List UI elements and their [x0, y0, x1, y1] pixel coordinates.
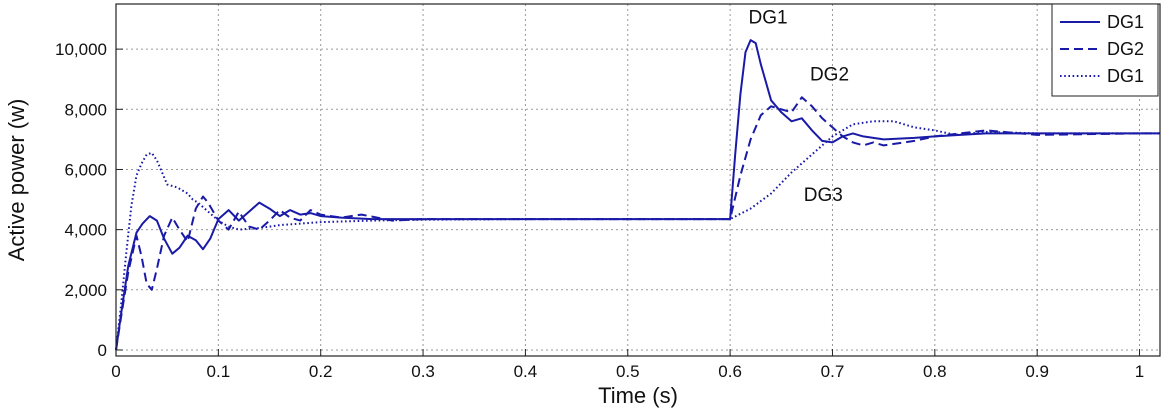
x-axis-ticks: 0 0.1 0.2 0.3 0.4 0.5 0.6 0.7 0.8 0.9 1	[111, 349, 1144, 381]
x-tick-label: 0.9	[1025, 362, 1049, 381]
y-tick-label: 2,000	[64, 281, 107, 300]
x-tick-label: 0.7	[821, 362, 845, 381]
y-tick-label: 10,000	[55, 40, 107, 59]
x-tick-label: 0.5	[616, 362, 640, 381]
y-tick-label: 0	[98, 341, 107, 360]
annotation-label: DG1	[749, 8, 788, 29]
x-tick-label: 0.8	[923, 362, 947, 381]
legend-box	[1051, 3, 1159, 97]
y-axis-ticks: 0 2,000 4,000 6,000 8,000 10,000	[55, 40, 123, 360]
series-layer	[115, 39, 1160, 351]
x-tick-label: 1	[1135, 362, 1144, 381]
x-tick-label: 0.4	[514, 362, 538, 381]
x-tick-label: 0.1	[207, 362, 231, 381]
x-tick-label: 0.6	[718, 362, 742, 381]
x-tick-label: 0.3	[411, 362, 435, 381]
series-line-dg1-solid	[115, 39, 1160, 351]
series-line-dg1-dotted	[115, 120, 1160, 351]
legend: DG1 DG2 DG1	[1051, 3, 1159, 97]
series-line-dg2-dashed	[115, 96, 1160, 351]
legend-label: DG1	[1107, 12, 1144, 32]
legend-label: DG2	[1107, 39, 1144, 59]
annotation-label: DG2	[810, 65, 849, 86]
y-axis-label: Active power (w)	[4, 99, 29, 262]
y-tick-label: 8,000	[64, 100, 107, 119]
grid-lines	[115, 4, 1160, 356]
legend-label: DG1	[1107, 66, 1144, 86]
annotations: DG1 DG2 DG3	[749, 8, 849, 207]
x-tick-label: 0.2	[309, 362, 333, 381]
plot-frame	[115, 3, 1161, 357]
y-tick-label: 6,000	[64, 160, 107, 179]
x-axis-label: Time (s)	[598, 383, 678, 408]
annotation-label: DG3	[804, 185, 843, 206]
y-tick-label: 4,000	[64, 221, 107, 240]
x-tick-label: 0	[111, 362, 120, 381]
